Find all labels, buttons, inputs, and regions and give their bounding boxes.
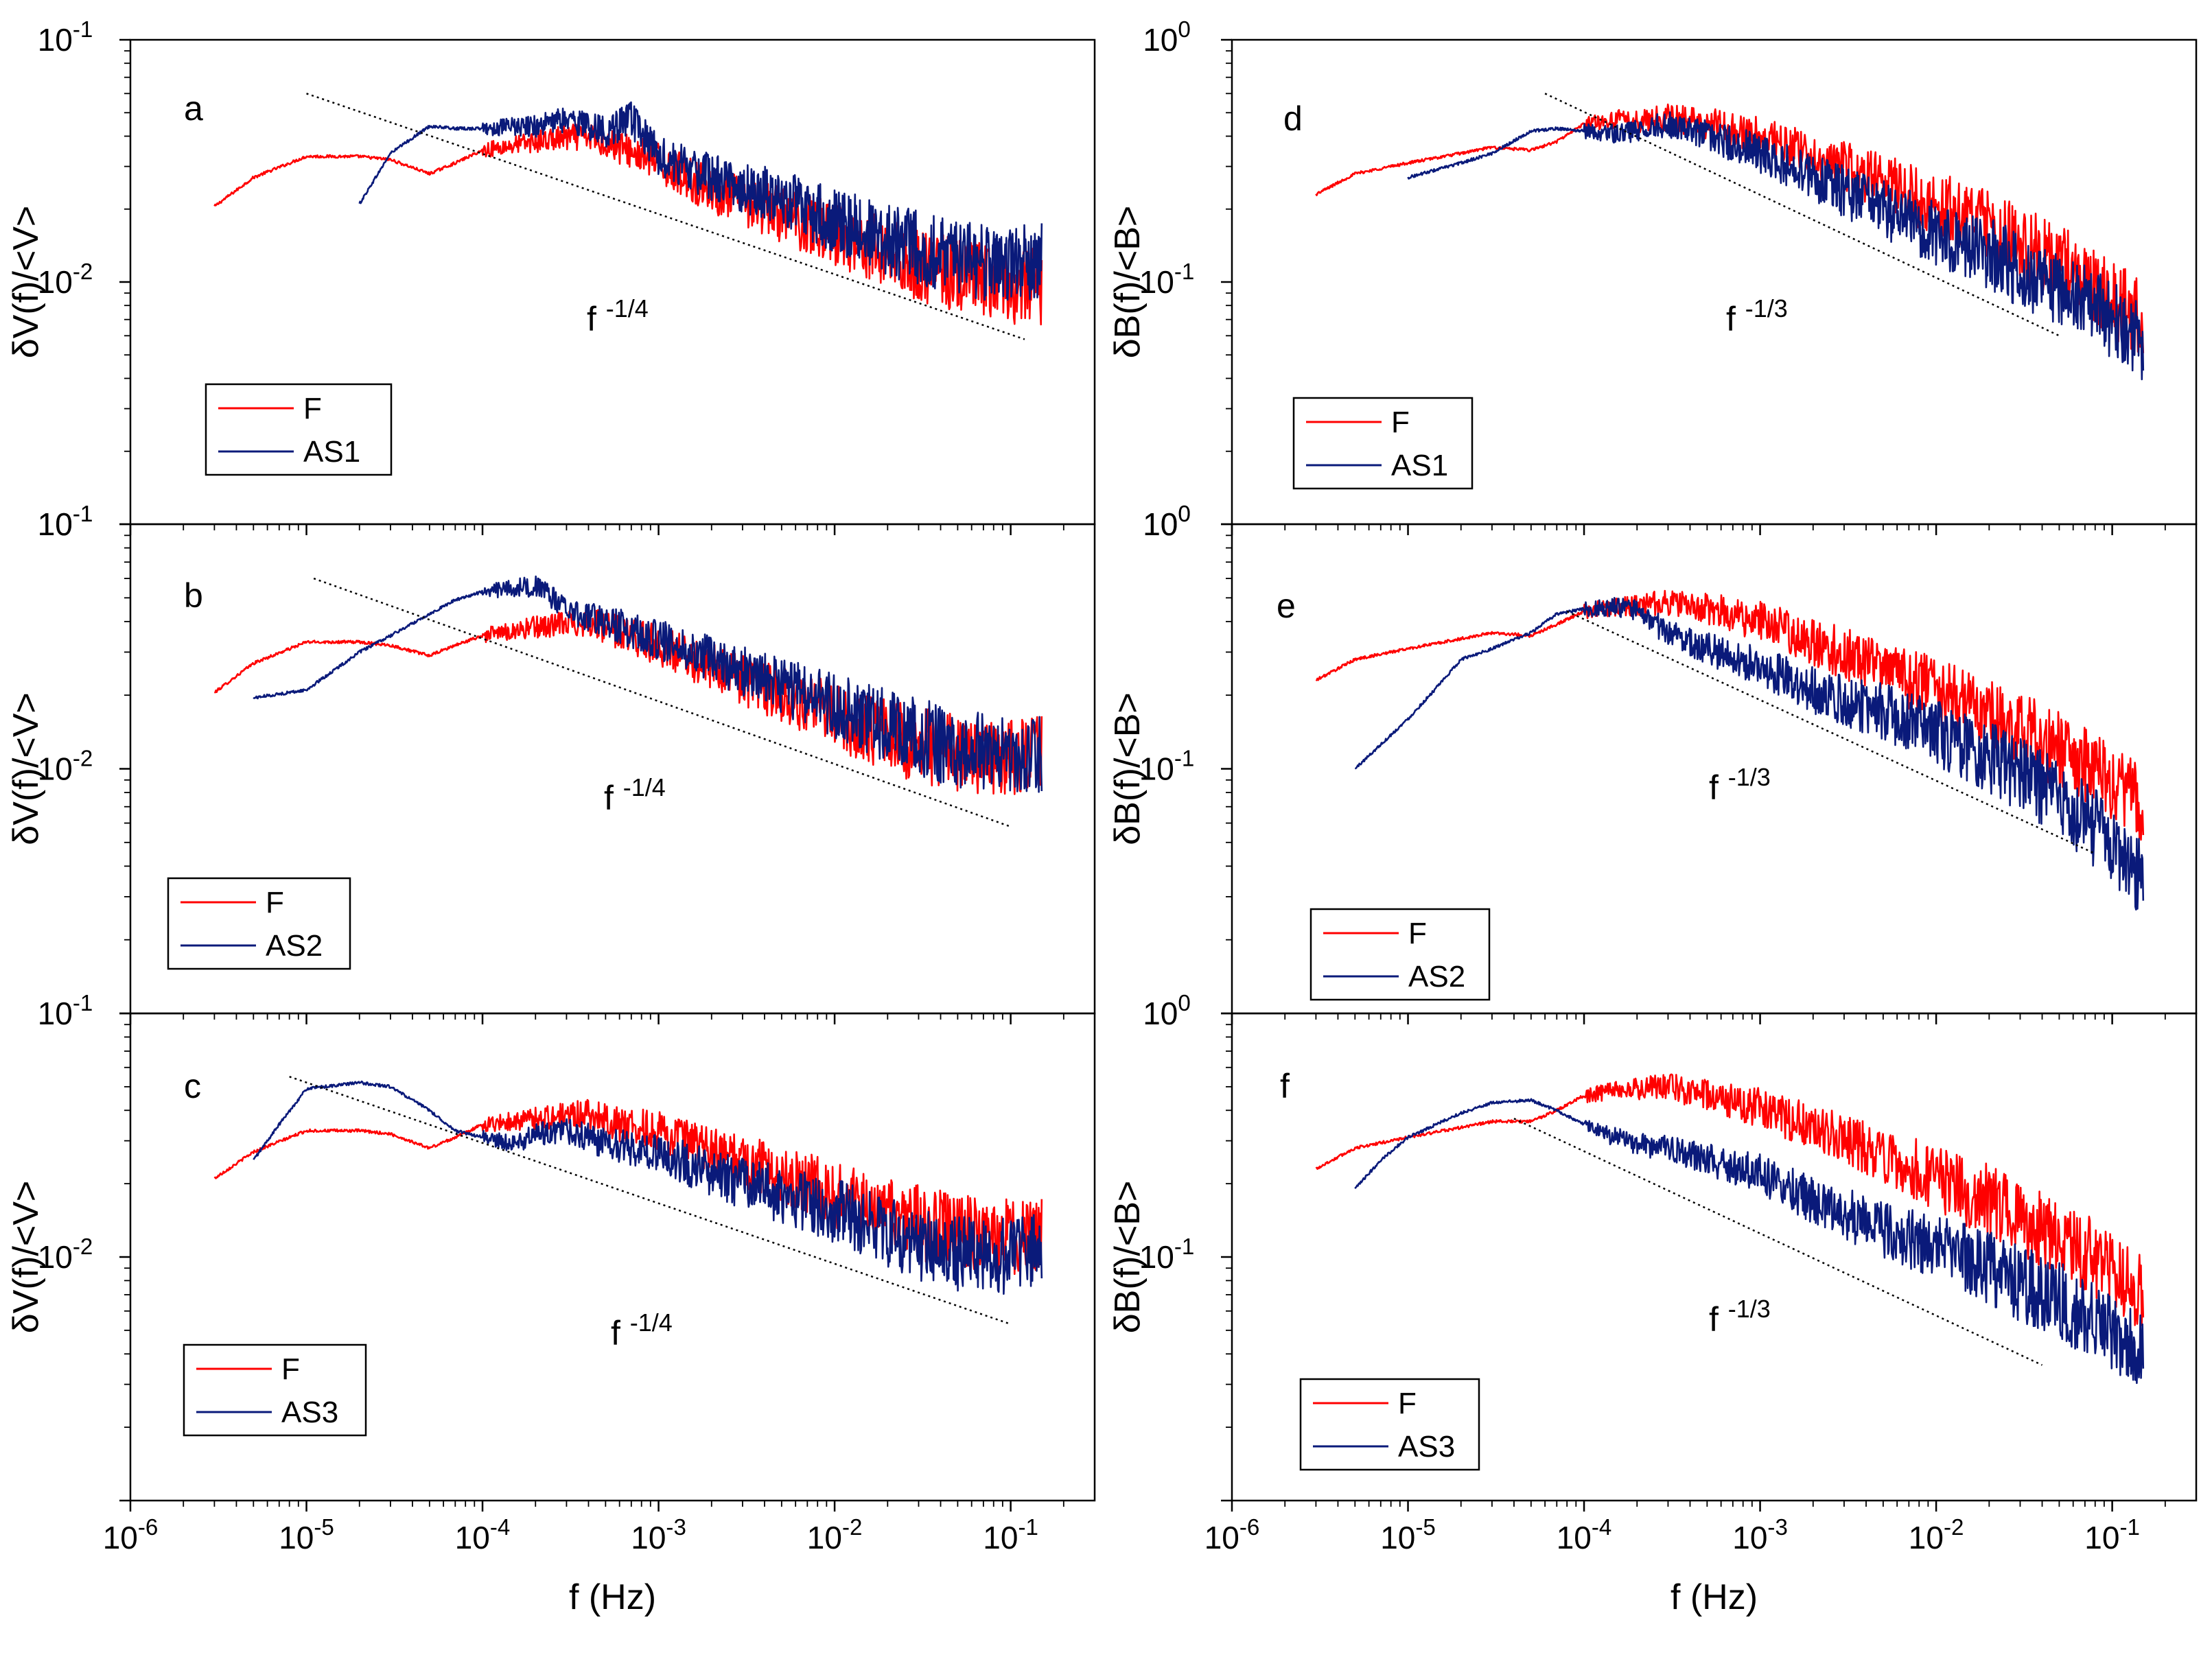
slope-label: f -1/3 — [1709, 763, 1771, 807]
legend: F AS2 — [1309, 908, 1491, 1001]
panel-label: c — [184, 1067, 201, 1105]
legend: F AS1 — [1292, 397, 1474, 490]
panel-label: b — [184, 576, 203, 615]
legend-label: AS3 — [1398, 1430, 1455, 1464]
reference-line — [1566, 610, 2096, 855]
y-tick-label: 100 — [1143, 17, 1191, 58]
y-tick-label: 100 — [1143, 502, 1191, 542]
y-tick-label: 10-1 — [38, 17, 93, 58]
x-tick-label: 10-5 — [1380, 1515, 1436, 1555]
legend-box — [205, 383, 393, 476]
legend-label: AS1 — [1391, 449, 1448, 482]
x-tick-label: 10-2 — [1909, 1515, 1964, 1555]
y-axis-title: δV(f)/<V> — [6, 1181, 46, 1334]
slope-label: f -1/4 — [611, 1308, 673, 1352]
panel-d: 100 10-1 100 δB(f)/<B> d f -1/3 F AS1 — [1108, 17, 2198, 542]
reference-line — [313, 577, 1012, 828]
legend-label: F — [281, 1352, 300, 1386]
y-tick-label: 10-1 — [1139, 1234, 1195, 1275]
y-tick-label: 100 — [1143, 991, 1191, 1031]
x-tick-label: 10-5 — [279, 1515, 334, 1555]
plot-area — [213, 575, 1043, 795]
legend-label: F — [303, 392, 322, 425]
y-tick-label: 10-1 — [38, 502, 93, 542]
x-tick-label: 10-6 — [103, 1515, 159, 1555]
reference-line — [1513, 1118, 2043, 1366]
legend: F AS1 — [205, 383, 393, 476]
panel-a: 10-1 10-2 10-1 δV(f)/<V> a f -1/4 F AS1 — [6, 17, 1096, 542]
panel-e: 100 10-1δB(f)/<B> e f -1/3 F AS2 — [1108, 502, 2198, 1024]
slope-label: f -1/4 — [604, 773, 666, 817]
series-line-F — [1315, 1073, 2145, 1326]
x-tick-label: 10-2 — [807, 1515, 863, 1555]
legend-label: F — [266, 886, 284, 919]
x-axis-title: f (Hz) — [1670, 1577, 1758, 1617]
legend-label: AS2 — [1408, 960, 1465, 994]
y-tick-label: 100 — [1143, 502, 1191, 542]
legend-label: F — [1408, 917, 1427, 950]
plot-area — [213, 101, 1043, 326]
legend-label: F — [1398, 1387, 1417, 1420]
panel-f: 10-6 10-5 10-4 10-3 10-2 10-110010-1δB(f)/<B>… — [1108, 991, 2198, 1617]
plot-area — [1315, 103, 2145, 381]
x-axis-title: f (Hz) — [569, 1577, 656, 1617]
y-tick-label: 10-2 — [38, 259, 93, 300]
y-tick-label: 10-1 — [38, 502, 93, 542]
y-axis-title: δB(f)/<B> — [1108, 692, 1148, 845]
reference-line — [306, 93, 1025, 340]
y-tick-label: 10-1 — [1139, 747, 1195, 787]
series-line-F — [213, 609, 1043, 795]
legend: F AS3 — [1299, 1378, 1480, 1471]
x-tick-label: 10-4 — [455, 1515, 511, 1555]
reference-line — [289, 1075, 1012, 1326]
panel-c: 10-6 10-5 10-4 10-3 10-2 10-110-110-2δV(f)/<V… — [6, 991, 1096, 1617]
panel-label: e — [1277, 587, 1296, 625]
panel-label: a — [184, 89, 203, 128]
series-line-AS2 — [253, 575, 1043, 793]
panel-label: d — [1283, 99, 1303, 138]
legend-box — [183, 1343, 367, 1437]
legend-label: AS3 — [281, 1396, 338, 1429]
y-tick-label: 10-1 — [38, 991, 93, 1031]
legend-box — [1292, 397, 1474, 490]
legend: F AS2 — [167, 877, 351, 970]
legend-box — [1309, 908, 1491, 1001]
legend-label: F — [1391, 406, 1410, 439]
y-axis-title: δV(f)/<V> — [6, 206, 46, 359]
y-axis-title: δV(f)/<V> — [6, 692, 46, 845]
legend-box — [167, 877, 351, 970]
plot-area — [213, 1080, 1043, 1295]
panel-label: f — [1280, 1067, 1290, 1105]
series-line-AS3 — [253, 1080, 1043, 1295]
panel-b: 10-1 10-2δV(f)/<V> b f -1/4 F AS2 — [6, 502, 1096, 1024]
legend: F AS3 — [183, 1343, 367, 1437]
legend-box — [1299, 1378, 1480, 1471]
x-tick-label: 10-1 — [2084, 1515, 2140, 1555]
y-tick-label: 10-1 — [1139, 259, 1195, 300]
slope-label: f -1/3 — [1726, 294, 1788, 338]
y-tick-label: 10-2 — [38, 1234, 93, 1275]
plot-area — [1315, 589, 2145, 910]
series-line-AS1 — [358, 101, 1043, 301]
x-tick-label: 10-3 — [1732, 1515, 1788, 1555]
slope-label: f -1/3 — [1709, 1295, 1771, 1339]
y-axis-title: δB(f)/<B> — [1108, 1181, 1148, 1334]
series-line-AS2 — [1355, 597, 2145, 910]
plot-area — [1315, 1073, 2145, 1385]
legend-label: AS2 — [266, 929, 323, 963]
series-line-AS1 — [1407, 111, 2145, 381]
x-tick-label: 10-3 — [631, 1515, 686, 1555]
x-tick-label: 10-1 — [983, 1515, 1038, 1555]
x-tick-label: 10-6 — [1204, 1515, 1260, 1555]
series-line-AS3 — [1354, 1098, 2145, 1385]
x-tick-label: 10-4 — [1557, 1515, 1612, 1555]
y-axis-title: δB(f)/<B> — [1108, 206, 1148, 359]
legend-label: AS1 — [303, 435, 360, 469]
y-tick-label: 10-2 — [38, 747, 93, 787]
slope-label: f -1/4 — [587, 294, 649, 338]
reference-line — [1544, 93, 2060, 337]
